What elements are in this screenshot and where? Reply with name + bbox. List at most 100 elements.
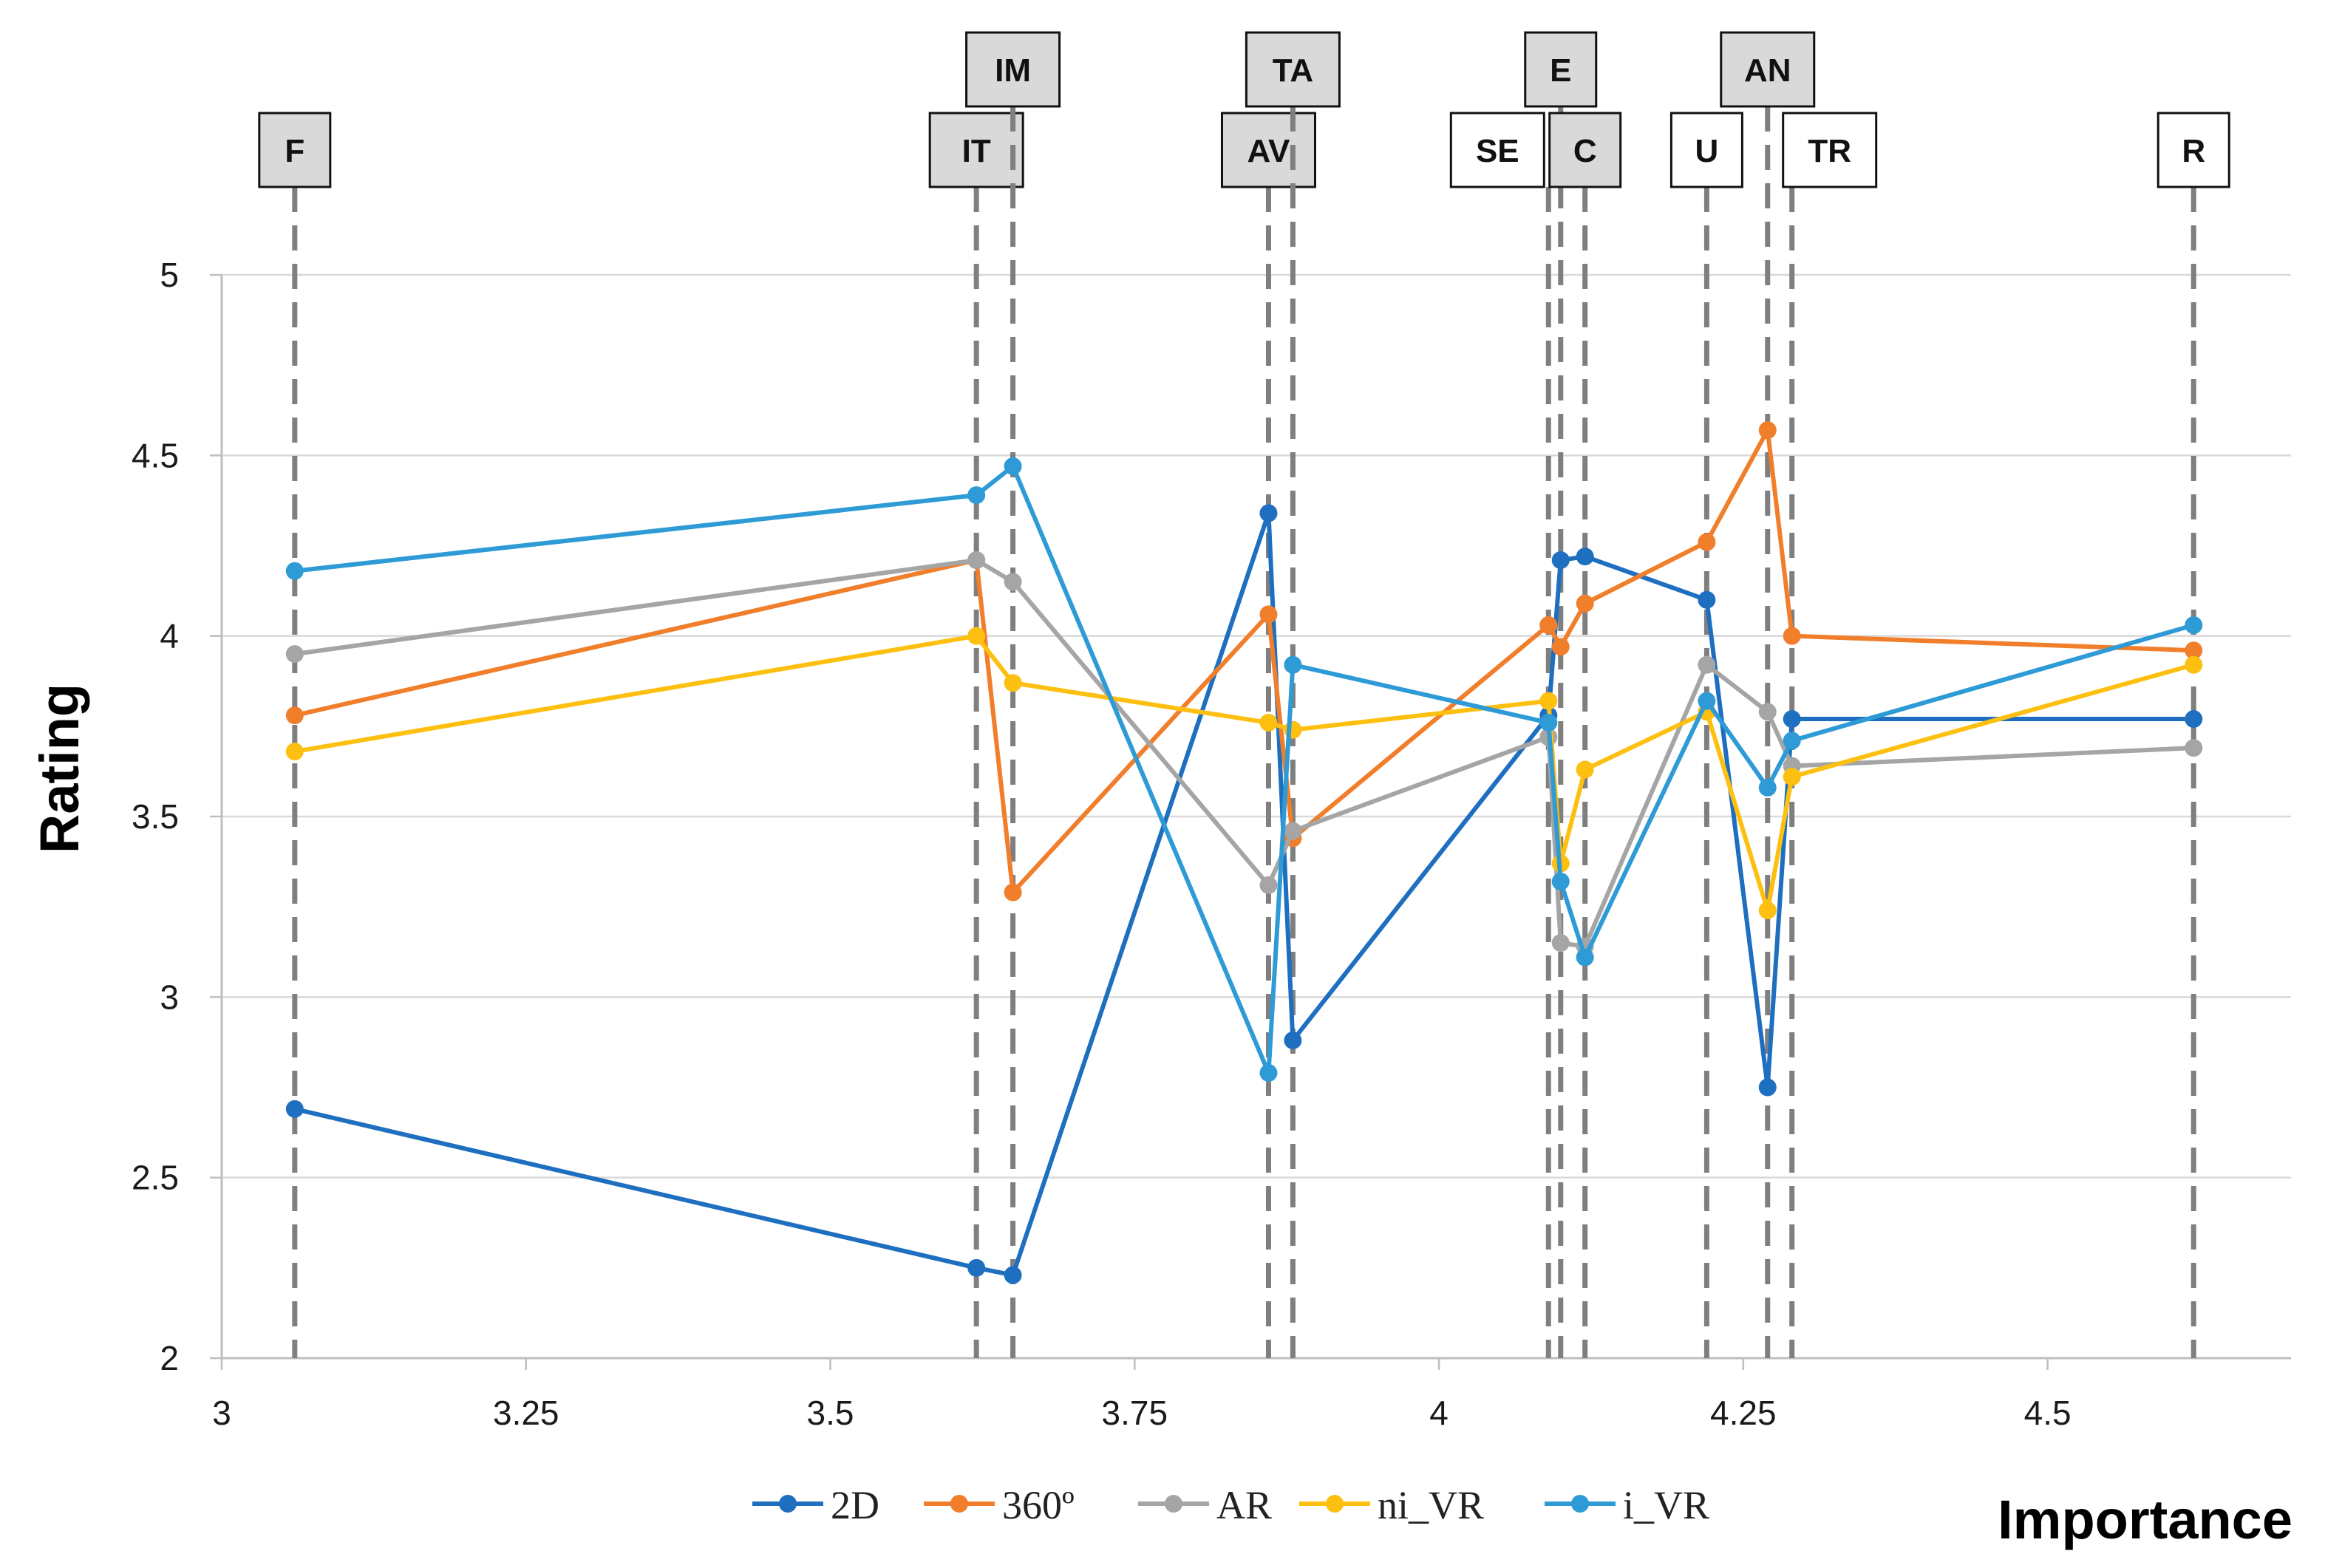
legend-marker-ni_VR bbox=[1326, 1495, 1344, 1513]
data-point-2D bbox=[285, 1100, 304, 1118]
data-point-AR bbox=[1758, 703, 1777, 721]
data-point-ni_VR bbox=[967, 627, 986, 645]
category-box-c bbox=[1548, 112, 1622, 188]
data-point-360º bbox=[1004, 883, 1022, 901]
data-point-AR bbox=[285, 645, 304, 664]
data-point-ni_VR bbox=[1539, 692, 1558, 710]
x-tick-label: 3.75 bbox=[1102, 1394, 1168, 1432]
data-point-2D bbox=[1004, 1266, 1022, 1284]
category-box-an bbox=[1720, 31, 1816, 108]
legend-label-i_VR: i_VR bbox=[1623, 1483, 1709, 1527]
data-point-360º bbox=[1551, 638, 1570, 656]
data-point-2D bbox=[1758, 1078, 1777, 1097]
data-point-2D bbox=[1284, 1031, 1302, 1049]
legend-label-ni_VR: ni_VR bbox=[1378, 1483, 1484, 1527]
data-point-ni_VR bbox=[1758, 901, 1777, 920]
y-tick-label: 3.5 bbox=[132, 797, 179, 836]
gridlines bbox=[222, 273, 2291, 1179]
data-point-ni_VR bbox=[285, 743, 304, 761]
data-point-i_VR bbox=[1539, 713, 1558, 732]
x-tick-label: 4 bbox=[1429, 1394, 1449, 1432]
data-point-i_VR bbox=[967, 486, 986, 505]
y-tick-label: 4 bbox=[160, 617, 179, 655]
series-line-2D bbox=[292, 511, 2196, 1278]
category-markers: F IT IM AV TA SE E C U AN TR R bbox=[258, 31, 2230, 1358]
data-point-360º bbox=[1698, 533, 1716, 551]
category-box-f bbox=[258, 112, 332, 188]
data-point-ni_VR bbox=[1259, 713, 1278, 732]
data-point-i_VR bbox=[285, 562, 304, 580]
y-tick-label: 5 bbox=[160, 256, 179, 294]
data-point-ni_VR bbox=[1576, 760, 1594, 779]
legend-label-2D: 2D bbox=[831, 1483, 879, 1527]
category-label-tr: TR bbox=[1808, 133, 1851, 169]
series-line-ni_VR bbox=[292, 633, 2196, 913]
x-tick-label: 4.25 bbox=[1710, 1394, 1777, 1432]
category-label-it: IT bbox=[962, 133, 991, 169]
category-box-im bbox=[965, 31, 1061, 108]
data-point-AR bbox=[1551, 934, 1570, 952]
legend-marker-2D bbox=[779, 1495, 797, 1513]
legend-marker-i_VR bbox=[1571, 1495, 1589, 1513]
category-label-c: C bbox=[1573, 133, 1597, 169]
x-tick-label: 3 bbox=[212, 1394, 231, 1432]
data-point-i_VR bbox=[1284, 655, 1302, 674]
data-point-AR bbox=[1698, 655, 1716, 674]
series-line-360º bbox=[292, 428, 2196, 895]
category-box-ta bbox=[1245, 31, 1341, 108]
legend-marker-AR bbox=[1165, 1495, 1182, 1513]
data-point-2D bbox=[1259, 504, 1278, 522]
y-tick-label: 2 bbox=[160, 1339, 179, 1377]
data-point-i_VR bbox=[1576, 948, 1594, 967]
category-label-e: E bbox=[1550, 52, 1571, 89]
data-point-360º bbox=[2185, 641, 2203, 660]
data-point-360º bbox=[1539, 616, 1558, 635]
tick-labels: 2 2.5 3 3.5 4 4.5 5 3 3.25 3.5 3.75 4 4.25 4.5 bbox=[132, 256, 2072, 1432]
data-point-i_VR bbox=[2185, 616, 2203, 635]
data-point-AR bbox=[1259, 876, 1278, 894]
category-label-ta: TA bbox=[1273, 52, 1313, 89]
category-label-an: AN bbox=[1744, 52, 1791, 89]
data-point-i_VR bbox=[1551, 872, 1570, 890]
data-point-360º bbox=[1259, 605, 1278, 624]
y-tick-label: 4.5 bbox=[132, 436, 179, 474]
legend-label-360º: 360º bbox=[1002, 1483, 1075, 1527]
data-point-AR bbox=[2185, 739, 2203, 757]
data-point-2D bbox=[967, 1258, 986, 1277]
x-axis-title: Importance bbox=[1998, 1489, 2292, 1550]
data-point-2D bbox=[1783, 710, 1801, 729]
legend-marker-360º bbox=[950, 1495, 968, 1513]
data-point-AR bbox=[1284, 822, 1302, 840]
category-box-av bbox=[1220, 112, 1316, 188]
data-point-i_VR bbox=[1783, 732, 1801, 750]
data-point-AR bbox=[1004, 573, 1022, 591]
y-tick-label: 2.5 bbox=[132, 1159, 179, 1197]
data-point-2D bbox=[1698, 590, 1716, 609]
category-label-se: SE bbox=[1476, 133, 1519, 169]
data-point-2D bbox=[1576, 548, 1594, 566]
series-line-i_VR bbox=[292, 463, 2196, 1075]
data-point-360º bbox=[1783, 627, 1801, 645]
axes bbox=[210, 273, 2291, 1370]
category-box-se bbox=[1449, 112, 1545, 188]
data-point-i_VR bbox=[1698, 692, 1716, 710]
category-box-e bbox=[1524, 31, 1598, 108]
y-axis-title: Rating bbox=[29, 684, 90, 853]
category-label-im: IM bbox=[995, 52, 1031, 89]
data-point-i_VR bbox=[1259, 1063, 1278, 1082]
x-tick-label: 3.25 bbox=[493, 1394, 559, 1432]
data-point-2D bbox=[1551, 551, 1570, 570]
data-point-ni_VR bbox=[1783, 768, 1801, 786]
data-point-i_VR bbox=[1758, 778, 1777, 797]
legend: 2D 360º AR ni_VR i_VR bbox=[752, 1483, 1709, 1527]
series-line-AR bbox=[292, 558, 2196, 949]
data-point-2D bbox=[2185, 710, 2203, 729]
data-point-i_VR bbox=[1004, 457, 1022, 475]
data-point-360º bbox=[1758, 421, 1777, 440]
category-box-r bbox=[2157, 112, 2230, 188]
data-point-360º bbox=[285, 706, 304, 725]
x-tick-label: 3.5 bbox=[807, 1394, 854, 1432]
data-point-360º bbox=[1576, 594, 1594, 613]
series-lines bbox=[285, 421, 2203, 1284]
